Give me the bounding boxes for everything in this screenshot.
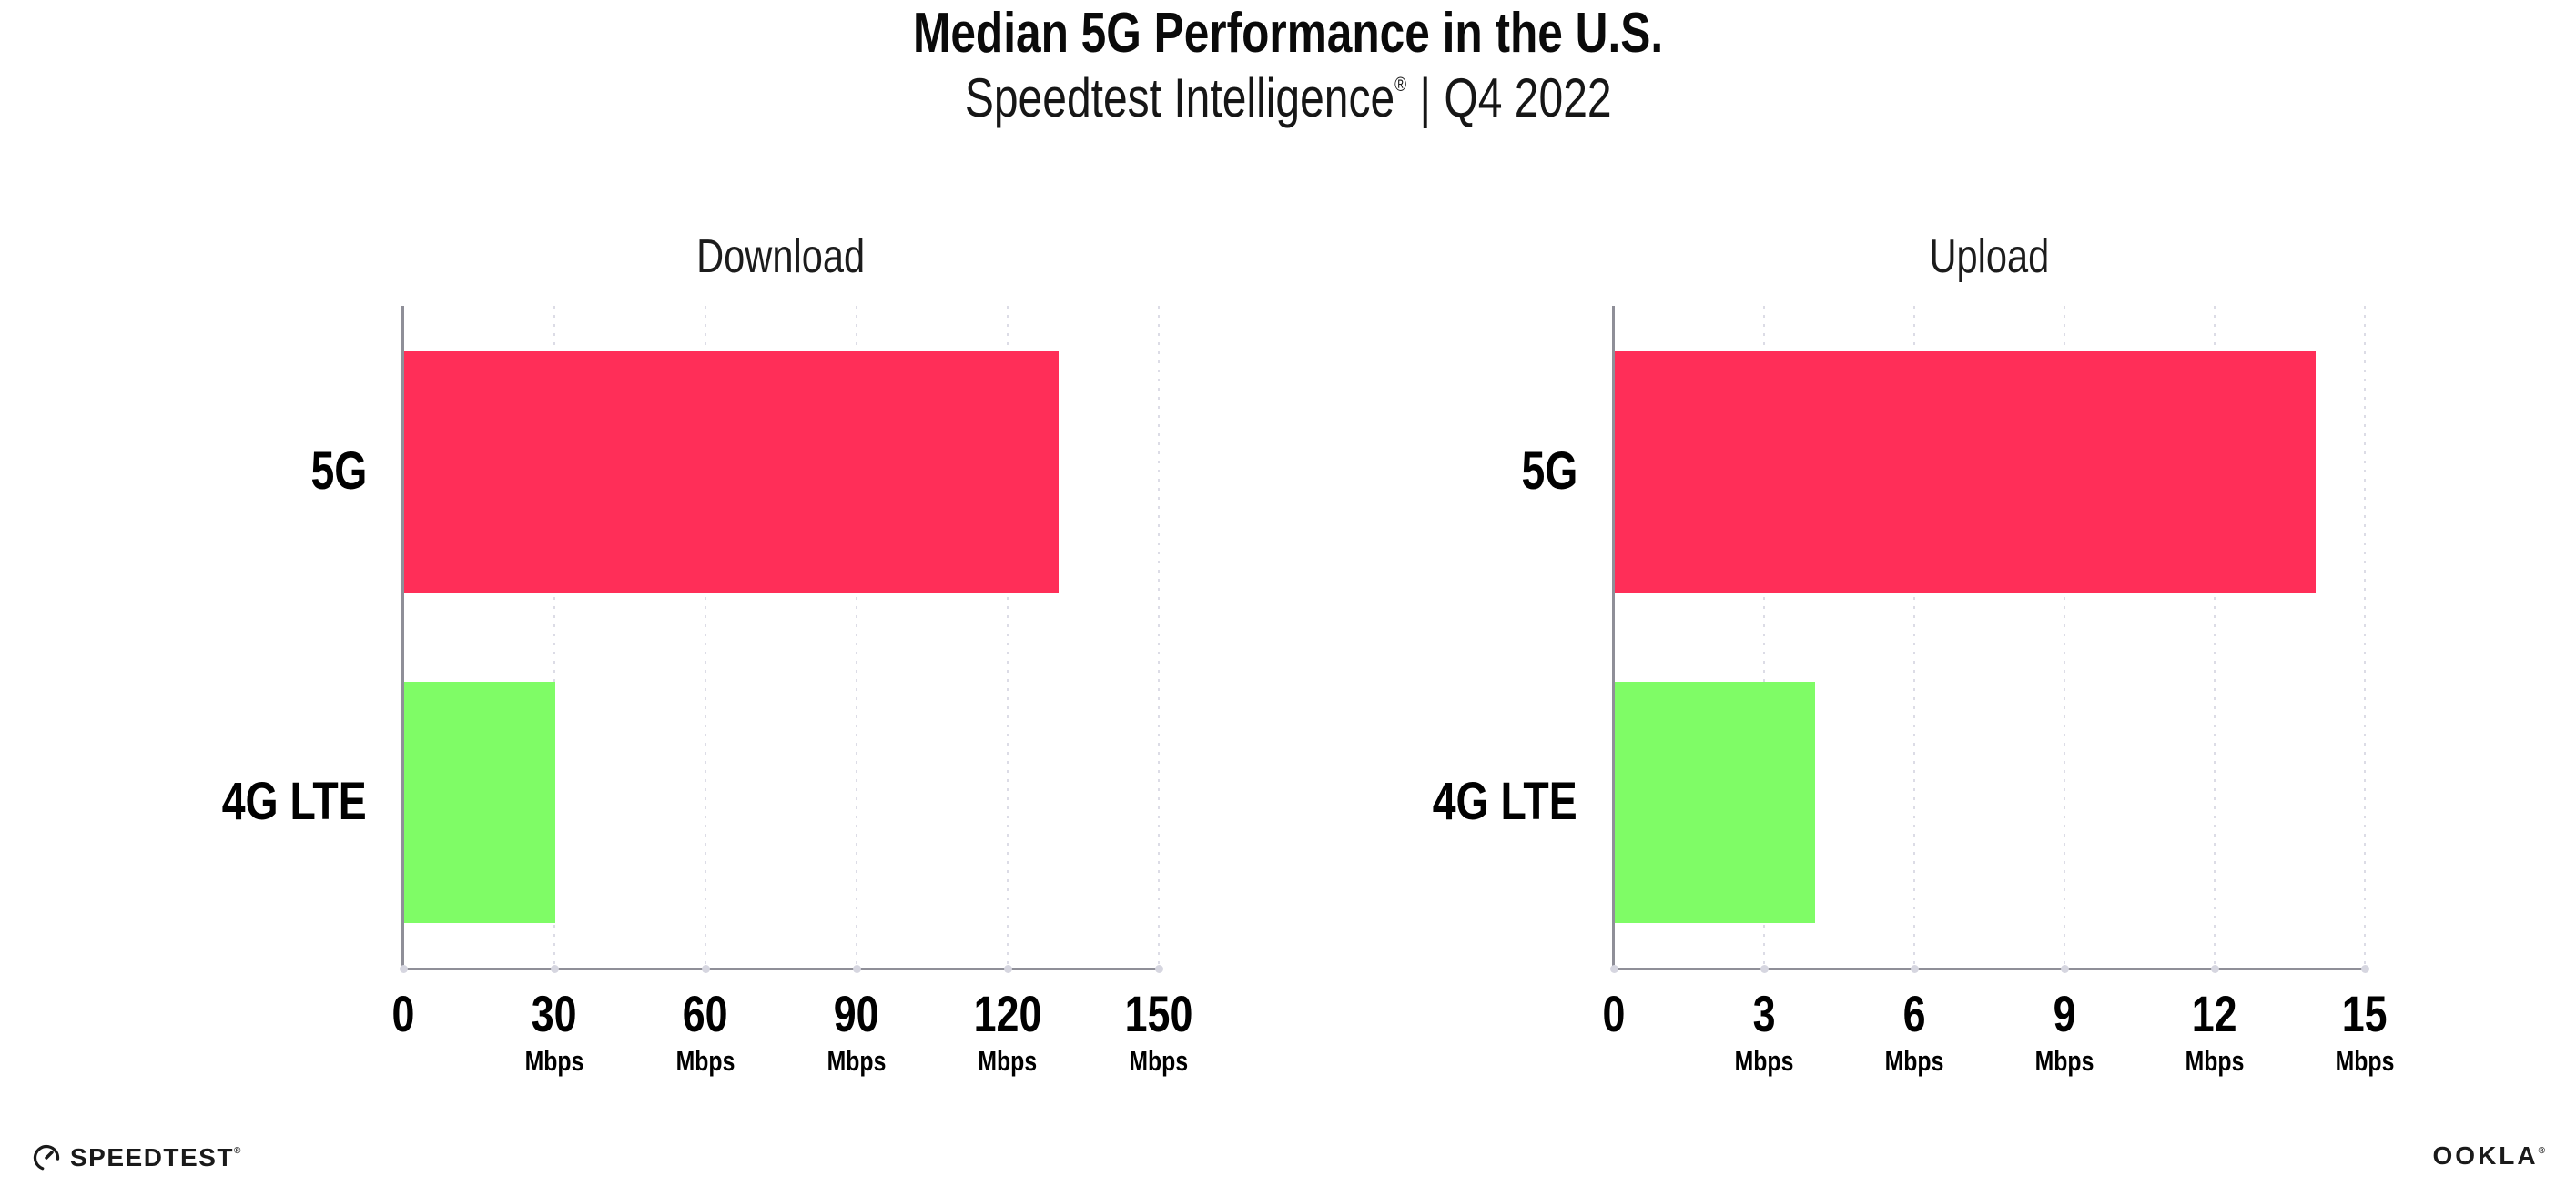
category-label-5g: 5G [1521, 441, 1577, 501]
gridline-12 [2214, 306, 2216, 969]
registered-mark: ® [233, 1146, 241, 1156]
tick-dot-120 [1004, 965, 1012, 973]
tick-label-150: 150 Mbps [1116, 985, 1201, 1077]
tick-number: 6 [1902, 985, 1926, 1042]
tick-unit: Mbps [1129, 1045, 1189, 1077]
tick-unit: Mbps [675, 1045, 735, 1077]
tick-label-6: 6 Mbps [1878, 985, 1952, 1077]
tick-dot-9 [2061, 965, 2069, 973]
tick-number: 15 [2342, 985, 2388, 1042]
category-label-4g-lte: 4G LTE [1433, 772, 1577, 831]
tick-unit: Mbps [524, 1045, 584, 1077]
tick-number: 90 [834, 985, 879, 1042]
tick-dot-15 [2361, 965, 2369, 973]
upload-chart-plot: Upload 0 3 Mbps 6 Mbps 9 Mbps 12 Mbps 15 Mbps 5G 4G … [1433, 233, 2394, 1075]
tick-dot-90 [853, 965, 861, 973]
tick-label-30: 30 Mbps [518, 985, 592, 1077]
tick-number: 0 [1602, 985, 1626, 1042]
tick-number: 0 [391, 985, 415, 1042]
gridline-15 [2364, 306, 2366, 969]
tick-unit: Mbps [827, 1045, 887, 1077]
registered-mark: ® [1394, 73, 1406, 96]
x-axis-line [401, 968, 1160, 970]
ookla-logo: OOKLA® [2433, 1143, 2545, 1169]
tick-label-9: 9 Mbps [2028, 985, 2102, 1077]
page-title: Median 5G Performance in the U.S. [912, 2, 1664, 65]
bar-5g [1615, 351, 2316, 593]
page-subtitle: Speedtest Intelligence® | Q4 2022 [0, 55, 2576, 128]
y-axis-line [401, 306, 404, 969]
subtitle-divider: | [1419, 67, 1431, 128]
tick-unit: Mbps [2034, 1045, 2094, 1077]
download-chart-title: Download [696, 230, 866, 283]
ookla-wordmark: OOKLA [2432, 1141, 2539, 1170]
tick-dot-0 [1610, 965, 1618, 973]
category-label-4g-lte: 4G LTE [222, 772, 367, 831]
speedtest-wordmark: SPEEDTEST® [70, 1143, 241, 1172]
y-axis-line [1612, 306, 1615, 969]
category-label-5g: 5G [310, 441, 367, 501]
speedtest-logo: SPEEDTEST® [33, 1140, 240, 1176]
tick-number: 150 [1124, 985, 1193, 1042]
tick-unit: Mbps [1884, 1045, 1944, 1077]
tick-label-60: 60 Mbps [669, 985, 743, 1077]
tick-label-0: 0 [1599, 989, 1628, 1040]
tick-unit: Mbps [978, 1045, 1038, 1077]
bar-4g-lte [1615, 682, 1815, 923]
tick-unit: Mbps [1734, 1045, 1794, 1077]
tick-label-120: 120 Mbps [965, 985, 1050, 1077]
subtitle-brand: Speedtest Intelligence [964, 67, 1394, 128]
tick-label-0: 0 [389, 989, 417, 1040]
tick-number: 60 [683, 985, 728, 1042]
subtitle-period: Q4 2022 [1444, 67, 1612, 128]
tick-dot-30 [551, 965, 559, 973]
tick-number: 120 [973, 985, 1042, 1042]
bar-4g-lte [404, 682, 555, 923]
gridline-60 [705, 306, 706, 969]
tick-dot-6 [1911, 965, 1919, 973]
gridline-9 [2064, 306, 2065, 969]
tick-dot-3 [1760, 965, 1769, 973]
registered-mark: ® [2538, 1146, 2545, 1156]
tick-label-15: 15 Mbps [2328, 985, 2402, 1077]
gridline-30 [553, 306, 555, 969]
gridline-120 [1007, 306, 1009, 969]
tick-dot-12 [2211, 965, 2219, 973]
tick-unit: Mbps [2185, 1045, 2245, 1077]
gridline-90 [856, 306, 857, 969]
tick-number: 9 [2053, 985, 2076, 1042]
gridline-3 [1763, 306, 1765, 969]
gridline-150 [1158, 306, 1160, 969]
tick-unit: Mbps [2335, 1045, 2395, 1077]
x-axis-line [1612, 968, 2366, 970]
speedtest-gauge-icon [33, 1144, 60, 1172]
tick-dot-150 [1155, 965, 1163, 973]
bar-5g [404, 351, 1060, 593]
download-chart-plot: Download 0 30 Mbps 60 Mbps 90 Mbps 120 Mbps 150 Mb… [222, 233, 1192, 1075]
upload-chart-title: Upload [1929, 230, 2050, 283]
gridline-6 [1913, 306, 1915, 969]
tick-number: 12 [2192, 985, 2237, 1042]
tick-dot-0 [400, 965, 408, 973]
tick-dot-60 [702, 965, 710, 973]
tick-label-90: 90 Mbps [820, 985, 894, 1077]
tick-label-12: 12 Mbps [2178, 985, 2252, 1077]
tick-number: 30 [532, 985, 577, 1042]
tick-number: 3 [1752, 985, 1776, 1042]
tick-label-3: 3 Mbps [1728, 985, 1801, 1077]
